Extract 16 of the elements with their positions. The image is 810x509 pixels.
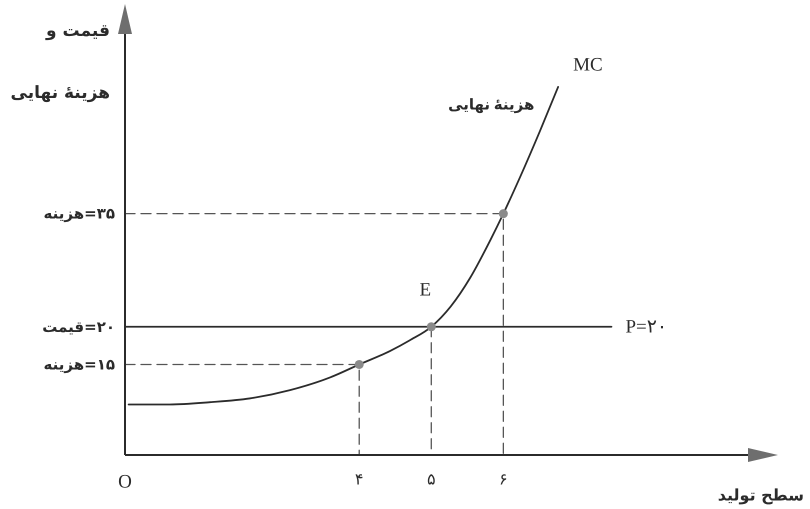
y-tick-label: ۲۰=قیمت: [42, 318, 115, 336]
point: [354, 360, 364, 369]
y-tick-label: ۱۵=هزینه: [44, 355, 115, 374]
x-axis-title: سطح تولید: [718, 486, 804, 504]
point: [498, 209, 508, 218]
series-label: P=۲۰: [625, 316, 668, 338]
x-tick-label: ۶: [499, 470, 508, 488]
point: [426, 322, 436, 332]
annotation: هزینهٔ نهایی: [448, 98, 534, 114]
annotation: E: [419, 279, 432, 300]
series-label: MC: [573, 54, 603, 76]
y-tick-label: ۳۵=هزینه: [44, 204, 115, 223]
text: قیمت و هزینهٔ نهایی: [10, 21, 110, 103]
x-tick-label: ۵: [426, 470, 436, 488]
x-tick-label: ۴: [354, 470, 364, 488]
text: O: [118, 472, 132, 492]
